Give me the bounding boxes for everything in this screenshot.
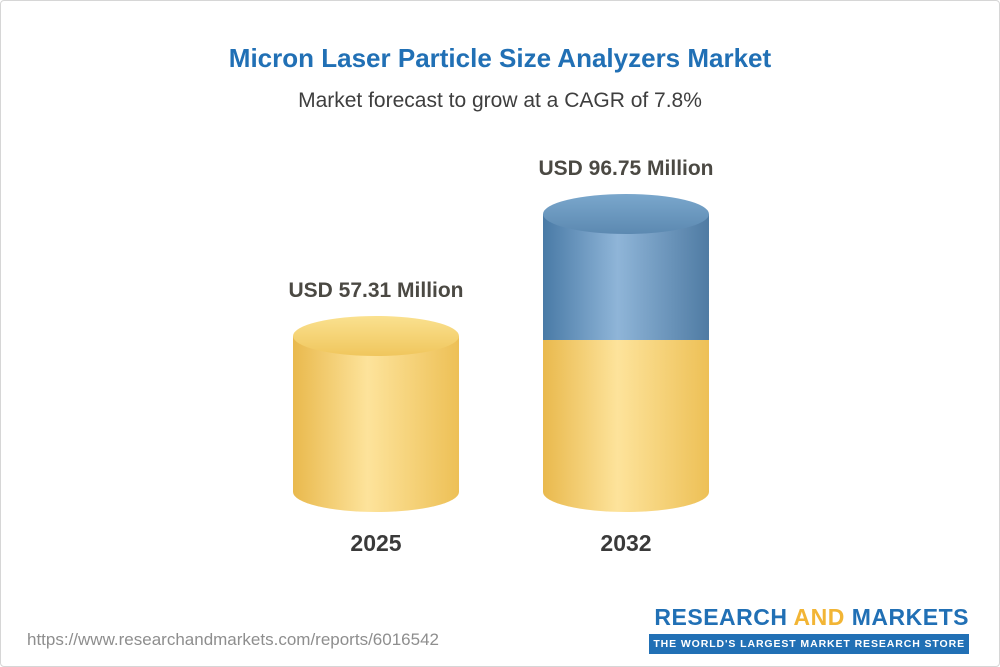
research-and-markets-logo: RESEARCH AND MARKETS THE WORLD'S LARGEST…	[649, 604, 969, 654]
chart-subtitle: Market forecast to grow at a CAGR of 7.8…	[298, 89, 702, 112]
cylinder-2025	[293, 316, 459, 512]
chart-title: Micron Laser Particle Size Analyzers Mar…	[228, 43, 772, 73]
value-label-2032: USD 96.75 Million	[538, 157, 714, 180]
bar-group-2032: USD 96.75 Million 2032	[519, 156, 733, 557]
source-url: https://www.researchandmarkets.com/repor…	[27, 630, 439, 649]
year-label-2025: 2025	[350, 530, 402, 556]
logo-wordmark: RESEARCH AND MARKETS	[649, 604, 969, 631]
bar-group-2025: USD 57.31 Million 2025	[269, 278, 483, 557]
logo-word-research: RESEARCH	[654, 604, 788, 630]
logo-word-markets: MARKETS	[851, 604, 969, 630]
logo-tagline: THE WORLD'S LARGEST MARKET RESEARCH STOR…	[649, 634, 969, 654]
cylinder-2032	[543, 194, 709, 512]
value-label-2025: USD 57.31 Million	[288, 279, 464, 302]
year-label-2032: 2032	[600, 530, 652, 556]
logo-word-and: AND	[793, 604, 845, 630]
